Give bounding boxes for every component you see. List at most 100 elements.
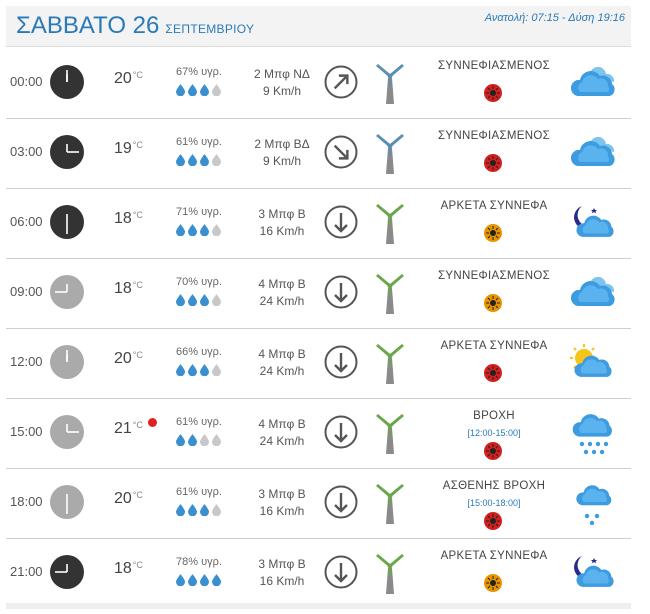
wind-speed: 9 Km/h [262, 84, 301, 98]
wind-turbine-icon [374, 62, 406, 104]
temperature: 19°C [114, 140, 143, 158]
row-time: 03:00 [10, 144, 43, 159]
humidity-drops-icon [176, 364, 221, 376]
humidity-drops-icon [176, 154, 221, 166]
wind-speed: 16 Km/h [259, 574, 305, 588]
humidity: 66% υγρ. [176, 346, 222, 358]
wind-info: 4 Μπφ Β 24 Km/h [242, 276, 322, 310]
condition-label: ΒΡΟΧΗ [473, 410, 515, 422]
temperature: 21°C [114, 420, 143, 438]
row-time: 06:00 [10, 214, 43, 229]
forecast-row: 18:00 20°C 61% υγρ. 3 Μπφ Β 16 Km/h ΑΣΘΕΝΗΣ Β… [6, 468, 631, 539]
wind-direction-icon [324, 205, 358, 239]
day-header: ΣΑΒΒΑΤΟ 26 ΣΕΠΤΕΜΒΡΙΟΥ Ανατολή: 07:15 - Δ… [6, 6, 631, 47]
wind-turbine-icon [374, 342, 406, 384]
row-time: 15:00 [10, 424, 43, 439]
condition-label: ΑΡΚΕΤΑ ΣΥΝΝΕΦΑ [440, 550, 548, 562]
wind-beaufort: 2 Μπφ ΒΔ [254, 137, 310, 151]
wind-beaufort: 4 Μπφ Β [258, 417, 306, 431]
wind-turbine-icon [374, 412, 406, 454]
forecast-row: 15:00 21°C 61% υγρ. 4 Μπφ Β 24 Km/h ΒΡΟΧΗ [12:… [6, 398, 631, 469]
forecast-row: 03:00 19°C 61% υγρ. 2 Μπφ ΒΔ 9 Km/h ΣΥΝΝΕΦΙΑΣ… [6, 118, 631, 189]
wind-info: 2 Μπφ ΝΔ 9 Km/h [242, 66, 322, 100]
uv-index-icon [484, 512, 502, 530]
uv-index-icon [484, 574, 502, 592]
humidity: 61% υγρ. [176, 136, 222, 148]
temperature-unit: °C [132, 210, 143, 220]
wind-turbine-icon [374, 482, 406, 524]
temperature-value: 18 [114, 210, 132, 227]
temperature: 20°C [114, 70, 143, 88]
condition-label: ΑΡΚΕΤΑ ΣΥΝΝΕΦΑ [440, 200, 548, 212]
wind-beaufort: 3 Μπφ Β [258, 207, 306, 221]
temperature-value: 20 [114, 350, 132, 367]
cloudy-icon [568, 62, 618, 106]
wind-turbine-icon [374, 132, 406, 174]
uv-index-icon [484, 294, 502, 312]
wind-direction-icon [324, 275, 358, 309]
temperature: 18°C [114, 560, 143, 578]
forecast-row: 00:00 20°C 67% υγρ. 2 Μπφ ΝΔ 9 Km/h ΣΥΝΝΕΦΙΑΣ… [6, 48, 631, 119]
wind-info: 4 Μπφ Β 24 Km/h [242, 346, 322, 380]
wind-direction-icon [324, 415, 358, 449]
condition-label: ΣΥΝΝΕΦΙΑΣΜΕΝΟΣ [437, 60, 551, 72]
wind-info: 3 Μπφ Β 16 Km/h [242, 206, 322, 240]
wind-info: 3 Μπφ Β 16 Km/h [242, 556, 322, 590]
temperature-unit: °C [132, 350, 143, 360]
condition-label: ΑΡΚΕΤΑ ΣΥΝΝΕΦΑ [440, 340, 548, 352]
row-time: 09:00 [10, 284, 43, 299]
forecast-row: 21:00 18°C 78% υγρ. 3 Μπφ Β 16 Km/h ΑΡΚΕΤΑ ΣΥ… [6, 538, 631, 609]
wind-speed: 16 Km/h [259, 504, 305, 518]
wind-speed: 16 Km/h [259, 224, 305, 238]
clock-icon [50, 485, 84, 519]
humidity-drops-icon [176, 294, 221, 306]
wind-info: 3 Μπφ Β 16 Km/h [242, 486, 322, 520]
wind-info: 4 Μπφ Β 24 Km/h [242, 416, 322, 450]
light-rain-icon [568, 482, 618, 526]
humidity: 70% υγρ. [176, 276, 222, 288]
rain-icon [568, 412, 618, 456]
day-title: ΣΑΒΒΑΤΟ 26 ΣΕΠΤΕΜΒΡΙΟΥ [16, 12, 254, 40]
uv-index-icon [484, 154, 502, 172]
forecast-row: 12:00 20°C 66% υγρ. 4 Μπφ Β 24 Km/h ΑΡΚΕΤΑ ΣΥ… [6, 328, 631, 399]
wind-speed: 24 Km/h [259, 294, 305, 308]
humidity-drops-icon [176, 504, 221, 516]
bottom-divider [6, 603, 631, 609]
cloudy-icon [568, 272, 618, 316]
rain-alert-dot [148, 418, 157, 427]
temperature-value: 20 [114, 70, 132, 87]
temperature: 18°C [114, 280, 143, 298]
wind-beaufort: 3 Μπφ Β [258, 487, 306, 501]
forecast-row: 09:00 18°C 70% υγρ. 4 Μπφ Β 24 Km/h ΣΥΝΝΕΦΙΑΣ… [6, 258, 631, 329]
humidity-drops-icon [176, 434, 221, 446]
humidity: 61% υγρ. [176, 416, 222, 428]
humidity-drops-icon [176, 574, 221, 586]
clock-icon [50, 135, 84, 169]
row-time: 21:00 [10, 564, 43, 579]
wind-beaufort: 4 Μπφ Β [258, 277, 306, 291]
wind-beaufort: 3 Μπφ Β [258, 557, 306, 571]
temperature: 18°C [114, 210, 143, 228]
humidity: 71% υγρ. [176, 206, 222, 218]
clock-icon [50, 65, 84, 99]
wind-speed: 24 Km/h [259, 434, 305, 448]
temperature: 20°C [114, 350, 143, 368]
humidity-drops-icon [176, 224, 221, 236]
temperature-value: 19 [114, 140, 132, 157]
wind-direction-icon [324, 135, 358, 169]
condition-label: ΣΥΝΝΕΦΙΑΣΜΕΝΟΣ [437, 270, 551, 282]
wind-beaufort: 4 Μπφ Β [258, 347, 306, 361]
cloudy-icon [568, 132, 618, 176]
wind-speed: 9 Km/h [262, 154, 301, 168]
temperature-unit: °C [132, 490, 143, 500]
uv-index-icon [484, 442, 502, 460]
temperature-unit: °C [132, 140, 143, 150]
condition-period: [12:00-15:00] [467, 428, 521, 438]
humidity-drops-icon [176, 84, 221, 96]
wind-turbine-icon [374, 552, 406, 594]
wind-direction-icon [324, 65, 358, 99]
forecast-row: 06:00 18°C 71% υγρ. 3 Μπφ Β 16 Km/h ΑΡΚΕΤΑ ΣΥ… [6, 188, 631, 259]
condition-label: ΣΥΝΝΕΦΙΑΣΜΕΝΟΣ [437, 130, 551, 142]
wind-direction-icon [324, 345, 358, 379]
